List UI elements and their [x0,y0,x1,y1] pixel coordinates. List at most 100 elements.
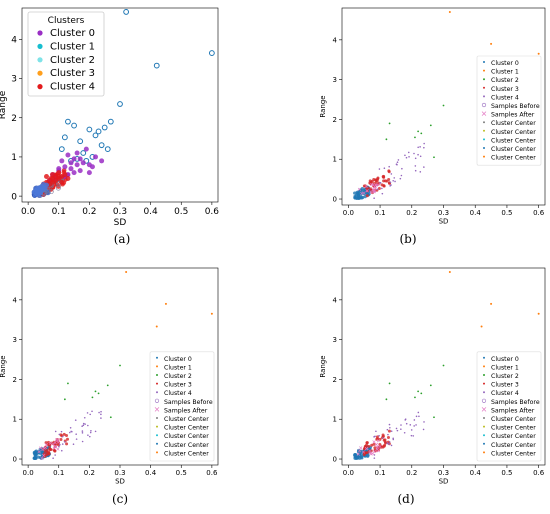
data-point-samples-after [44,443,48,447]
y-tick-label: 2 [13,376,17,384]
data-point-cluster-3 [377,186,381,190]
data-point-cluster-2 [429,384,432,387]
data-point-cluster-0 [71,156,77,162]
data-point-cluster-4 [94,430,97,433]
data-point-cluster-0 [360,187,364,191]
y-tick-label: 2 [333,376,337,384]
x-tick-label: 0.2 [406,209,417,217]
data-point-cluster-1 [210,312,213,315]
data-point-cluster-4 [378,434,380,437]
legend-entry: Cluster Center [491,146,536,153]
data-point-cluster-4 [396,429,399,432]
data-point-cluster-3 [375,179,379,183]
data-point-cluster-4 [65,175,71,181]
data-point-cluster-3 [386,435,390,439]
data-point-cluster-4 [400,424,402,426]
data-point-cluster-1 [490,42,493,45]
y-tick-label: 0 [333,195,337,203]
data-point-samples-after [361,450,366,454]
data-point-cluster-3 [53,449,57,453]
data-point-cluster-0 [36,455,40,459]
x-tick-label: 0.6 [533,469,545,477]
data-point-cluster-4 [89,431,92,434]
data-point-cluster-0 [34,449,38,453]
panel-caption: (a) [114,232,131,246]
data-point-cluster-4 [56,174,62,180]
x-tick-label: 0.5 [174,207,188,217]
y-tick-label: 2 [11,114,17,124]
data-point-samples-after [359,446,363,450]
data-point-cluster-1 [490,302,493,305]
data-point-cluster-4 [58,433,61,436]
y-tick-label: 3 [11,75,17,85]
data-point-cluster-4 [393,177,396,179]
x-tick-label: 0.0 [23,469,34,477]
data-point-cluster-4 [389,185,391,187]
data-point-cluster-4 [81,430,84,432]
data-point-cluster-4 [400,174,403,177]
data-point-cluster-4 [408,155,410,158]
legend-marker [483,95,485,98]
data-point-cluster-3 [384,441,388,445]
data-point-cluster-4 [373,436,375,438]
data-point-cluster-4 [410,434,413,437]
data-point-cluster-1 [537,312,540,315]
legend-entry: Cluster 0 [491,60,519,67]
data-point-cluster-1 [101,124,108,131]
data-point-cluster-3 [365,194,369,198]
legend-entry: Samples Before [491,103,540,110]
data-point-cluster-0 [33,454,38,458]
data-point-cluster-4 [87,434,89,436]
legend-entry: Cluster Center [491,425,536,432]
data-point-cluster-4 [418,415,420,418]
data-point-cluster-1 [71,122,77,129]
data-point-samples-after [37,450,41,454]
data-point-samples-after [357,187,362,192]
data-point-cluster-4 [60,449,63,452]
legend-marker [483,434,485,437]
legend-entry: Cluster 1 [491,364,519,371]
data-point-cluster-3 [382,444,386,448]
data-point-cluster-4 [75,433,77,435]
y-tick-label: 4 [333,296,338,304]
data-point-cluster-2 [109,416,112,419]
data-point-cluster-0 [356,193,360,197]
legend-marker [37,57,43,63]
data-point-cluster-0 [93,154,98,160]
data-point-cluster-4 [59,443,61,446]
data-point-cluster-4 [50,172,56,178]
data-point-cluster-1 [153,62,160,69]
data-point-cluster-2 [94,390,97,393]
x-tick-label: 0.1 [374,469,385,477]
data-point-cluster-0 [99,158,105,164]
data-point-cluster-3 [372,442,376,446]
legend-marker [154,398,160,403]
legend-marker [37,30,43,36]
data-point-cluster-4 [56,184,61,189]
legend-marker [483,365,485,368]
data-point-cluster-3 [367,444,371,448]
legend-entry: Samples Before [164,399,213,406]
data-point-cluster-4 [413,425,415,427]
legend-marker [156,417,158,419]
x-tick-label: 0.5 [501,469,512,477]
data-point-samples-after [375,445,380,449]
data-point-cluster-4 [81,425,83,428]
y-tick-label: 1 [13,416,17,424]
x-tick-label: 0.3 [113,207,127,217]
legend-entry: Samples After [164,407,208,414]
panel-caption: (b) [399,232,416,246]
data-point-cluster-1 [80,150,87,156]
legend-marker [483,374,485,376]
data-point-cluster-4 [413,419,416,421]
data-point-cluster-0 [359,454,363,458]
data-point-cluster-4 [400,428,402,430]
y-tick-label: 0 [13,455,17,463]
data-point-samples-after [369,452,373,456]
data-point-cluster-2 [63,398,66,401]
data-point-cluster-1 [58,146,65,152]
data-point-cluster-1 [125,270,128,273]
legend-entry: Cluster Center [491,442,536,449]
